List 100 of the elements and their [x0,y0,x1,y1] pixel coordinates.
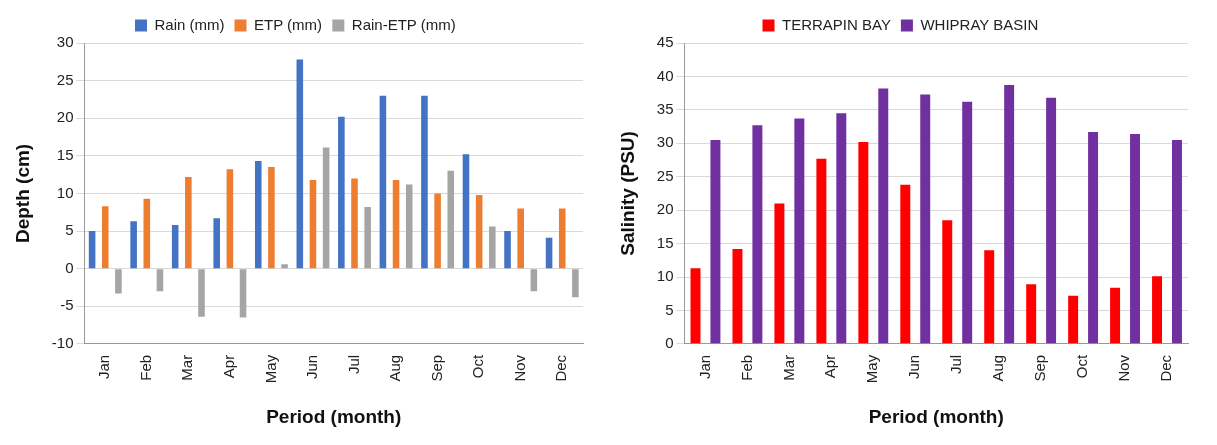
y-tick-label: 5 [665,300,674,318]
bar [836,113,847,344]
legend-label: ETP (mm) [254,15,323,33]
legend-label: Rain (mm) [154,15,225,33]
bar [1110,287,1121,344]
y-tick-label: 35 [656,100,674,117]
x-tick-label: Feb [737,354,755,381]
bar [405,184,413,269]
x-tick-label: Sep [427,354,445,382]
bar [296,59,304,269]
bar [198,269,205,317]
y-tick-label: 0 [65,258,74,276]
y-axis-title: Salinity (PSU) [616,131,638,256]
bar [475,194,483,269]
bar [517,208,524,269]
bar [130,221,137,269]
x-tick-label: Apr [220,354,238,379]
x-tick-label: Feb [136,354,154,381]
bar [379,95,387,269]
legend-label: Rain-ETP (mm) [351,15,456,33]
x-tick-label: Oct [469,354,487,379]
bar [900,184,911,344]
y-tick-label: -10 [51,334,74,351]
bar [171,225,179,269]
x-tick-label: Oct [1073,354,1091,379]
x-tick-label: May [261,354,279,384]
x-tick-label: Nov [1115,354,1133,382]
bar [434,193,441,269]
bar [545,237,553,269]
bar [1172,139,1182,344]
y-tick-label: 15 [56,145,74,163]
y-tick-label: 40 [656,66,674,84]
bar [774,203,785,344]
bar [254,161,262,269]
bar [816,158,827,344]
x-axis-title: Period (month) [868,405,1004,427]
bar [281,264,288,269]
legend-label: TERRAPIN BAY [782,15,891,33]
bar [268,167,275,269]
bar [558,208,566,269]
y-tick-label: 25 [56,70,74,88]
x-tick-label: Dec [552,354,570,382]
bar [226,169,234,269]
bar [572,269,579,298]
bar [1068,295,1079,344]
x-tick-label: Jun [905,354,923,380]
bar [690,268,701,344]
bar [942,220,953,344]
bar [351,178,358,269]
bar [447,170,455,269]
bar [88,231,96,269]
y-tick-label: 15 [656,233,674,251]
bar [1046,97,1057,344]
y-tick-label: 20 [56,108,74,126]
bar [530,269,538,292]
bar [364,206,371,269]
bar [1088,131,1099,344]
bar [101,206,109,269]
bar [1152,276,1163,344]
x-tick-label: Apr [821,354,839,379]
x-tick-label: Mar [178,354,196,381]
y-tick-label: 30 [56,33,74,51]
bar [920,94,931,344]
bar [322,147,330,269]
bar [1130,133,1141,344]
bar [421,95,428,269]
bar [732,248,743,344]
x-tick-label: Jan [695,354,713,380]
bar [338,116,345,269]
x-tick-label: May [863,354,881,384]
bar [752,125,763,344]
y-tick-label: 10 [656,267,674,285]
x-tick-label: Jul [344,354,362,375]
x-tick-label: Jun [303,354,321,380]
bar [213,218,221,269]
y-tick-label: 30 [656,133,674,151]
x-tick-label: Aug [386,354,404,382]
y-tick-label: 5 [65,221,74,239]
bar [504,231,511,269]
y-tick-label: 10 [56,183,74,201]
bar [115,269,122,294]
x-tick-label: Jul [947,354,965,375]
x-tick-label: Mar [779,354,797,381]
bar [794,118,805,344]
bar [984,250,995,344]
legend-label: WHIPRAY BASIN [920,15,1039,33]
x-tick-label: Aug [989,354,1007,382]
y-tick-label: 0 [665,334,674,351]
x-tick-label: Dec [1157,354,1175,382]
bar [1026,284,1037,344]
bar [143,198,151,269]
bar [462,154,470,269]
y-axis-title: Depth (cm) [11,143,33,244]
bar [489,226,496,269]
bar [1004,85,1015,344]
x-tick-label: Nov [510,354,528,382]
bar [962,101,973,344]
x-tick-label: Sep [1031,354,1049,382]
x-tick-label: Jan [95,354,113,380]
bar [858,141,869,344]
